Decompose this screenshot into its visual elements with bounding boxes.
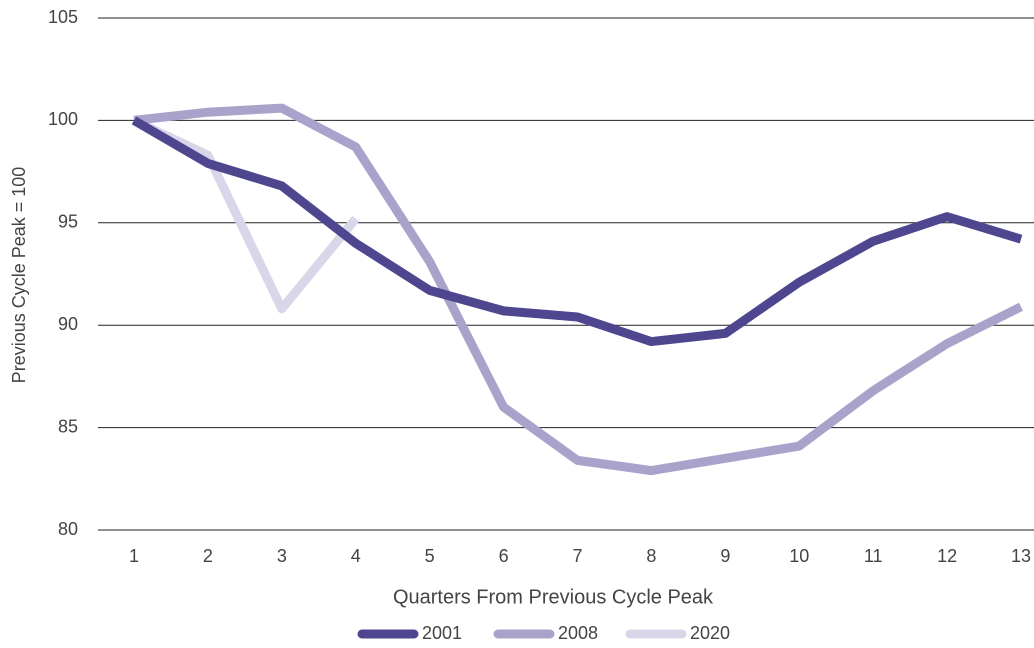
x-tick-label: 10 bbox=[789, 546, 809, 566]
x-tick-label: 7 bbox=[572, 546, 582, 566]
x-tick-label: 5 bbox=[425, 546, 435, 566]
y-tick-label: 85 bbox=[58, 416, 78, 436]
y-tick-label: 95 bbox=[58, 212, 78, 232]
x-tick-label: 1 bbox=[129, 546, 139, 566]
y-tick-label: 105 bbox=[48, 7, 78, 27]
y-tick-label: 100 bbox=[48, 109, 78, 129]
data-line bbox=[133, 103, 1024, 476]
legend-label: 2001 bbox=[422, 623, 462, 643]
x-tick-label: 6 bbox=[499, 546, 509, 566]
legend-label: 2020 bbox=[690, 623, 730, 643]
legend-label: 2008 bbox=[558, 623, 598, 643]
x-tick-label: 13 bbox=[1011, 546, 1031, 566]
y-tick-label: 90 bbox=[58, 314, 78, 334]
x-tick-label: 11 bbox=[864, 546, 883, 566]
x-axis-label: Quarters From Previous Cycle Peak bbox=[393, 586, 714, 608]
x-tick-label: 2 bbox=[203, 546, 213, 566]
y-tick-label: 80 bbox=[58, 519, 78, 539]
x-tick-label: 8 bbox=[646, 546, 656, 566]
x-tick-label: 9 bbox=[720, 546, 730, 566]
x-tick-label: 12 bbox=[937, 546, 957, 566]
x-tick-label: 3 bbox=[277, 546, 287, 566]
data-line bbox=[131, 116, 1023, 347]
x-tick-label: 4 bbox=[351, 546, 361, 566]
y-axis-label: Previous Cycle Peak = 100 bbox=[9, 167, 29, 384]
